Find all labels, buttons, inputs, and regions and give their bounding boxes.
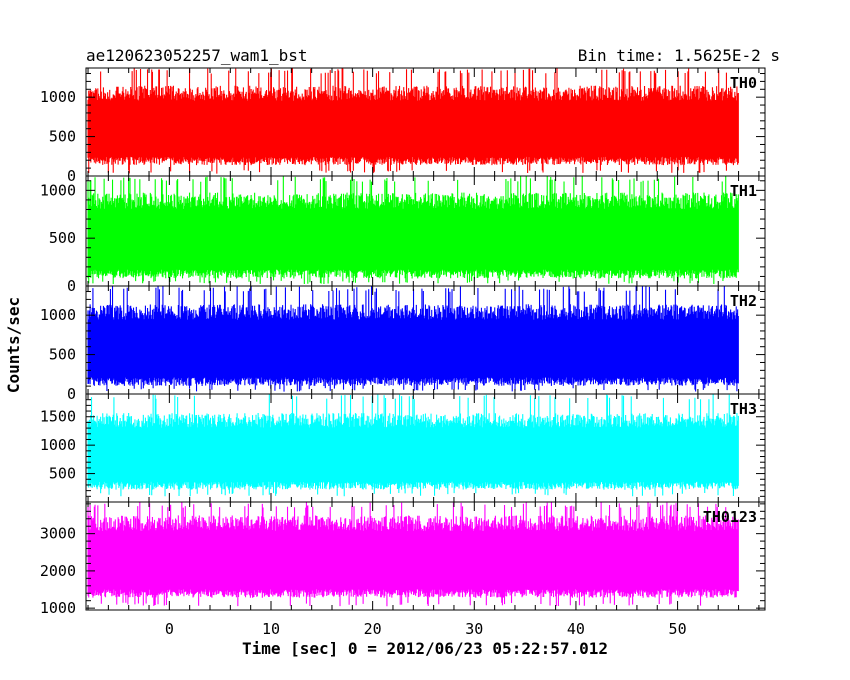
x-tick-label: 0 — [165, 620, 174, 638]
y-tick-label: 500 — [49, 229, 76, 247]
x-tick-label: 40 — [567, 620, 585, 638]
panel-th0: 0 500 1000 TH0 — [40, 67, 766, 185]
x-tick-label: 20 — [364, 620, 382, 638]
y-tick-label: 0 — [67, 385, 76, 403]
y-tick-label: 1000 — [40, 599, 76, 617]
chart-title: ae120623052257_wam1_bst — [86, 46, 308, 65]
series-th2 — [87, 286, 739, 392]
y-tick-label: 1500 — [40, 408, 76, 426]
panel-label: TH3 — [730, 400, 757, 418]
y-tick-label: 3000 — [40, 525, 76, 543]
panel-label: TH0123 — [703, 508, 757, 526]
y-tick-label: 1000 — [40, 181, 76, 199]
series-th1 — [87, 176, 739, 284]
x-tick-label: 10 — [262, 620, 280, 638]
panel-label: TH1 — [730, 182, 757, 200]
panel-label: TH0 — [730, 74, 757, 92]
y-tick-label: 1000 — [40, 436, 76, 454]
y-tick-label: 2000 — [40, 562, 76, 580]
y-tick-label: 500 — [49, 465, 76, 483]
x-tick-label: 50 — [669, 620, 687, 638]
panel-th3: 500 1000 1500 TH3 — [40, 393, 766, 503]
y-axis-label: Counts/sec — [4, 297, 23, 393]
series-th3 — [87, 394, 739, 497]
x-tick-label: 30 — [465, 620, 483, 638]
x-axis-label: Time [sec] 0 = 2012/06/23 05:22:57.012 — [242, 639, 608, 658]
y-tick-label: 500 — [49, 346, 76, 364]
panel-th0123: 1000 2000 3000 TH0123 — [40, 501, 766, 617]
y-tick-label: 0 — [67, 277, 76, 295]
bin-time-label: Bin time: 1.5625E-2 s — [578, 46, 780, 65]
panel-th2: 0 500 1000 TH2 — [40, 285, 766, 403]
series-th0 — [87, 68, 739, 174]
y-tick-label: 0 — [67, 167, 76, 185]
y-tick-label: 1000 — [40, 306, 76, 324]
series-th0123 — [87, 502, 739, 607]
panel-th1: 0 500 1000 TH1 — [40, 175, 766, 295]
y-tick-label: 1000 — [40, 88, 76, 106]
panel-label: TH2 — [730, 292, 757, 310]
y-tick-label: 500 — [49, 128, 76, 146]
